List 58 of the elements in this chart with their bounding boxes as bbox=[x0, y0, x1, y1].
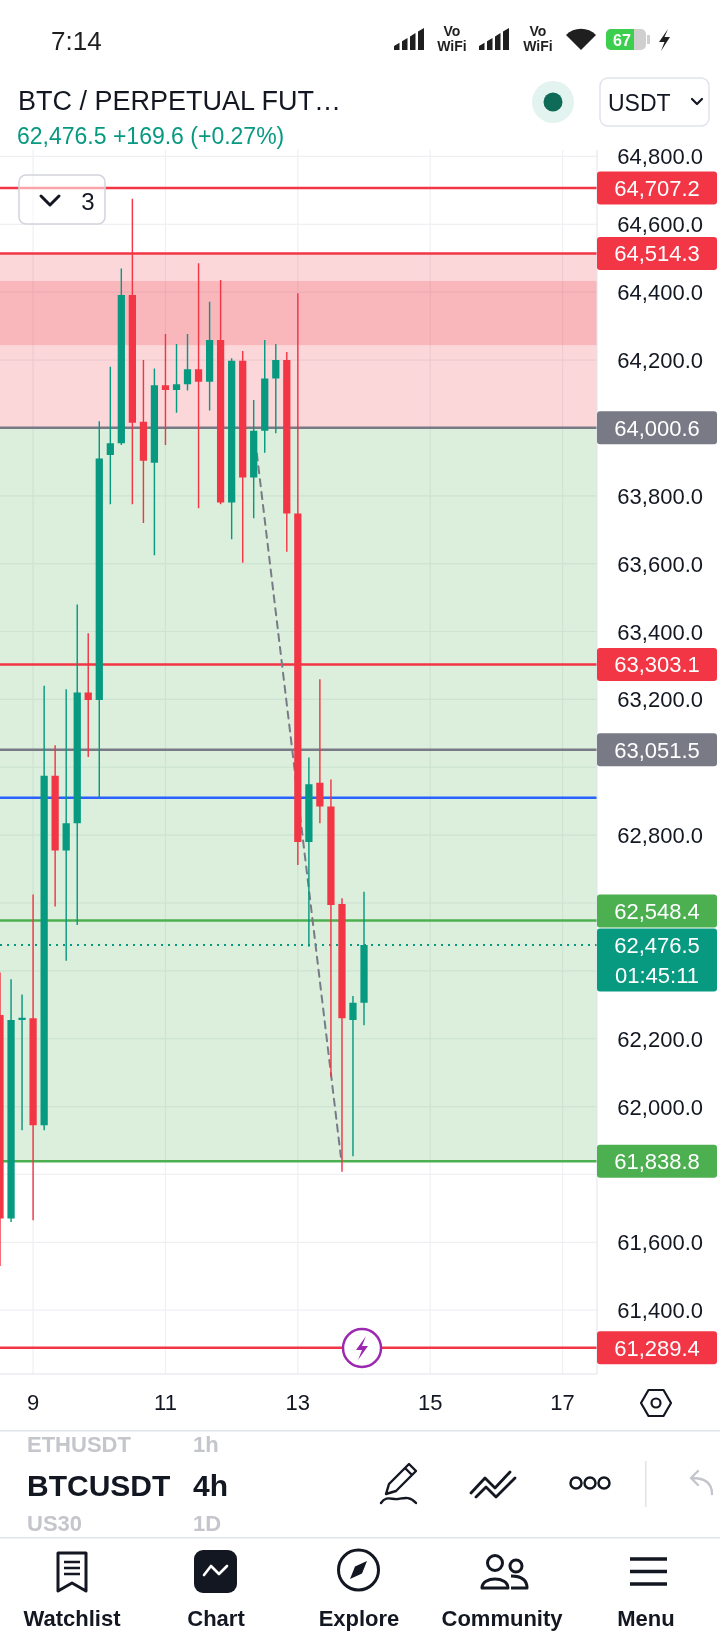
y-tick-label: 61,600.0 bbox=[617, 1230, 703, 1256]
candlestick bbox=[18, 994, 26, 1131]
ref-line-label: 64,514.3 bbox=[614, 241, 700, 267]
candlestick bbox=[51, 745, 59, 907]
candlestick bbox=[316, 679, 324, 824]
y-tick-label: 63,600.0 bbox=[617, 551, 703, 577]
text: Chart bbox=[187, 1606, 246, 1631]
text: Explore bbox=[318, 1606, 400, 1631]
y-tick-label: 64,400.0 bbox=[617, 280, 703, 306]
text: WiFi bbox=[523, 38, 553, 54]
text: Watchlist bbox=[23, 1606, 122, 1631]
candlestick bbox=[338, 898, 346, 1172]
ref-line-label: 61,289.4 bbox=[614, 1335, 700, 1361]
text: Menu bbox=[617, 1606, 675, 1631]
y-tick-label: 63,400.0 bbox=[617, 619, 703, 645]
ref-line-label: 63,303.1 bbox=[614, 652, 700, 678]
candlestick bbox=[29, 894, 37, 1221]
candlestick bbox=[305, 757, 313, 947]
text: 4h bbox=[193, 1469, 229, 1502]
candlestick bbox=[7, 979, 15, 1222]
y-tick-label: 62,800.0 bbox=[617, 823, 703, 849]
ref-line-label: 62,548.4 bbox=[614, 898, 700, 924]
y-tick-label: 64,800.0 bbox=[617, 144, 703, 170]
ref-line-label: 61,838.8 bbox=[614, 1149, 700, 1175]
y-tick-label: 61,400.0 bbox=[617, 1298, 703, 1324]
candlestick bbox=[349, 995, 357, 1157]
y-tick-label: 64,200.0 bbox=[617, 348, 703, 374]
chart-title: BTC / PERPETUAL FUT… bbox=[18, 86, 342, 116]
text: Vo bbox=[529, 23, 547, 39]
x-tick-label: 11 bbox=[154, 1390, 177, 1415]
text: 67 bbox=[613, 32, 631, 49]
y-tick-label: 62,000.0 bbox=[617, 1094, 703, 1120]
annotation: 3 bbox=[81, 188, 95, 215]
text: ETHUSDT bbox=[27, 1432, 132, 1457]
text: US30 bbox=[27, 1511, 83, 1536]
ref-line-label: 64,000.6 bbox=[614, 415, 700, 441]
text: 1h bbox=[193, 1432, 219, 1457]
x-tick-label: 9 bbox=[26, 1390, 40, 1415]
candlestick bbox=[327, 779, 335, 1077]
text: Community bbox=[441, 1606, 564, 1631]
y-tick-label: 64,600.0 bbox=[617, 212, 703, 238]
x-tick-label: 13 bbox=[285, 1390, 311, 1415]
y-tick-label: 63,800.0 bbox=[617, 483, 703, 509]
x-tick-label: 17 bbox=[550, 1390, 575, 1415]
text: USDT bbox=[608, 90, 671, 116]
text: WiFi bbox=[437, 38, 467, 54]
chart-subtitle: 62,476.5 +169.6 (+0.27%) bbox=[17, 123, 285, 149]
ref-line-label: 62,476.5 01:45:11 bbox=[614, 932, 700, 988]
ref-line-label: 64,707.2 bbox=[614, 175, 700, 201]
y-tick-label: 63,200.0 bbox=[617, 687, 703, 713]
text: Vo bbox=[443, 23, 461, 39]
text: 1D bbox=[193, 1511, 222, 1536]
ref-line-label: 63,051.5 bbox=[614, 737, 700, 763]
text: 7:14 bbox=[51, 26, 102, 56]
x-tick-label: 15 bbox=[417, 1390, 443, 1415]
candlestick bbox=[272, 344, 280, 434]
text: BTCUSDT bbox=[27, 1469, 171, 1502]
y-tick-label: 62,200.0 bbox=[617, 1026, 703, 1052]
